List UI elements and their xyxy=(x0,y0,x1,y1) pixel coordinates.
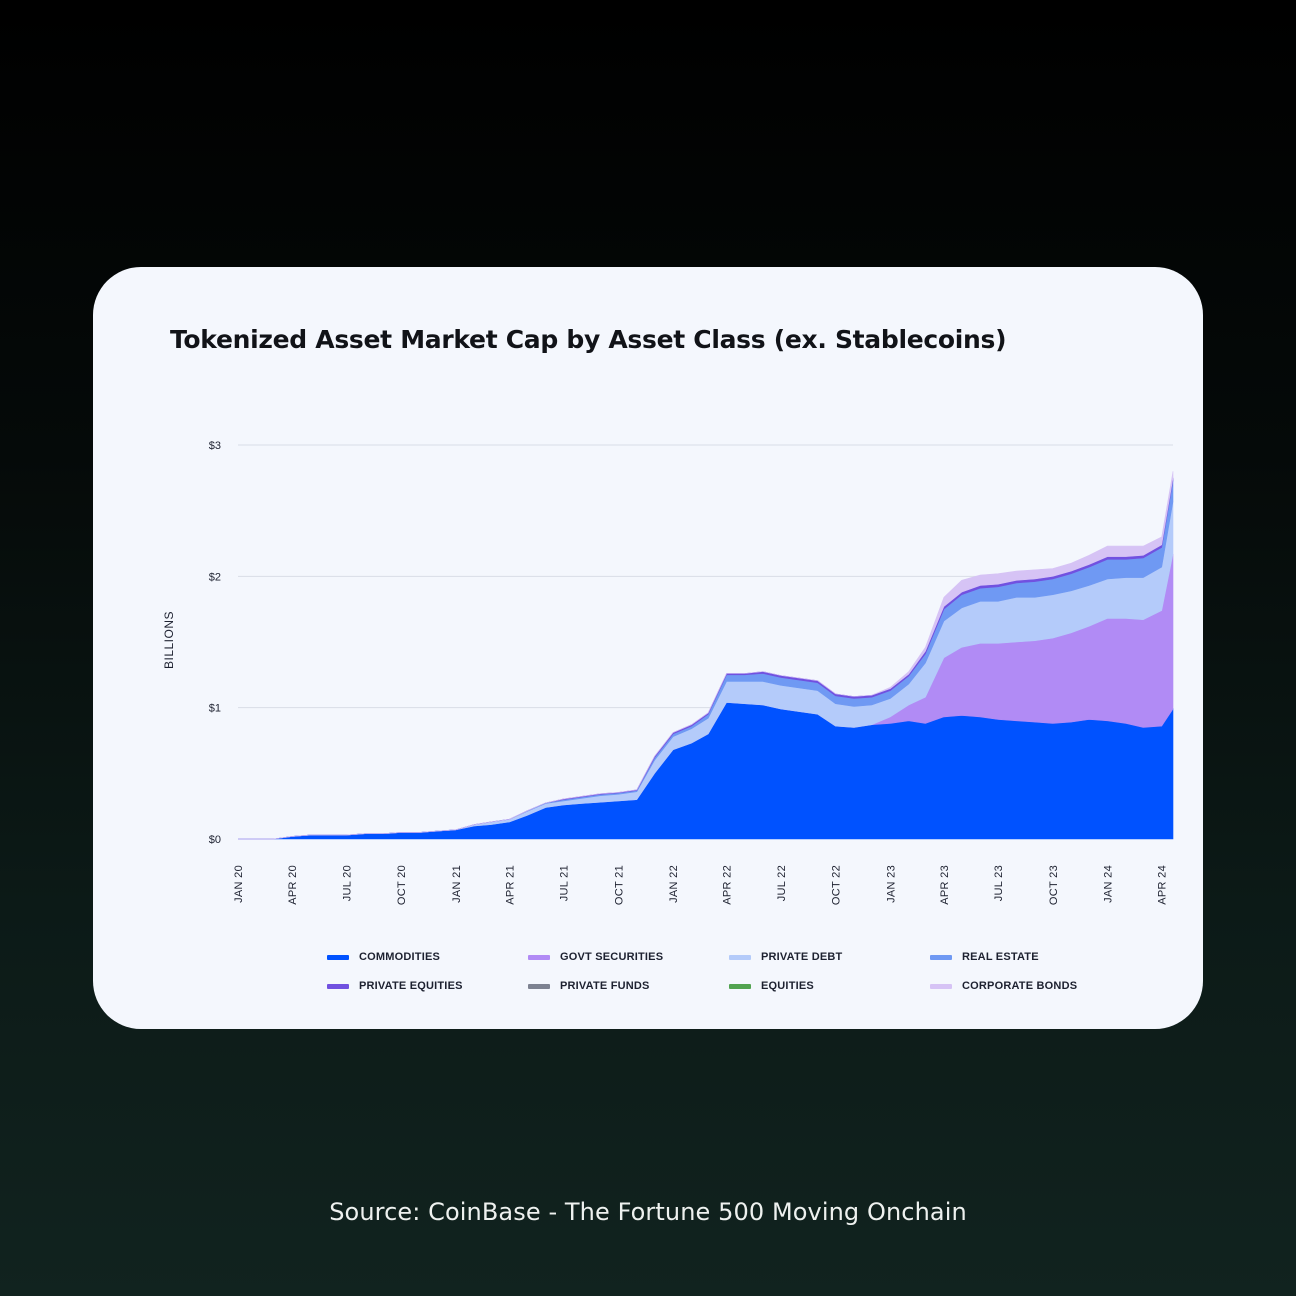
legend-item: REAL ESTATE xyxy=(930,951,1039,963)
chart-card: Tokenized Asset Market Cap by Asset Clas… xyxy=(93,267,1203,1029)
stacked-areas xyxy=(238,471,1174,840)
x-tick-label: JUL 21 xyxy=(559,865,571,901)
x-tick-label: APR 24 xyxy=(1157,865,1169,905)
x-tick-label: JAN 22 xyxy=(668,865,680,903)
legend-label: EQUITIES xyxy=(761,980,814,992)
y-axis-label: BILLIONS xyxy=(162,611,176,669)
legend-swatch xyxy=(930,983,952,989)
legend-swatch xyxy=(930,954,952,960)
x-tick-label: JUL 23 xyxy=(993,865,1005,901)
x-tick-label: JUL 22 xyxy=(776,865,788,901)
x-tick-label: OCT 21 xyxy=(613,865,625,905)
y-tick-label: $0 xyxy=(209,834,221,846)
x-tick-label: APR 23 xyxy=(939,865,951,905)
legend-item: PRIVATE FUNDS xyxy=(528,980,650,992)
legend-item: PRIVATE EQUITIES xyxy=(327,980,463,992)
legend-swatch xyxy=(729,983,751,989)
x-tick-label: JAN 23 xyxy=(885,865,897,903)
legend-label: PRIVATE EQUITIES xyxy=(359,980,463,992)
x-tick-label: JUL 20 xyxy=(341,865,353,901)
legend-label: GOVT SECURITIES xyxy=(560,951,664,963)
x-tick-label: APR 21 xyxy=(504,865,516,905)
x-tick-label: JAN 24 xyxy=(1103,865,1115,903)
y-tick-label: $3 xyxy=(209,440,221,452)
legend-label: PRIVATE FUNDS xyxy=(560,980,650,992)
legend-swatch xyxy=(528,983,550,989)
x-tick-label: OCT 22 xyxy=(831,865,843,905)
source-caption: Source: CoinBase - The Fortune 500 Movin… xyxy=(329,1198,967,1226)
legend-item: GOVT SECURITIES xyxy=(528,951,663,963)
y-axis-ticks: $0 $1 $2 $3 xyxy=(209,440,221,846)
legend-swatch xyxy=(729,954,751,960)
x-tick-label: JAN 20 xyxy=(233,865,245,903)
series-area-corporate-bonds xyxy=(238,471,1174,840)
x-tick-label: APR 20 xyxy=(287,865,299,905)
legend-label: CORPORATE BONDS xyxy=(962,980,1078,992)
legend-item: COMMODITIES xyxy=(327,951,440,963)
y-tick-label: $1 xyxy=(209,703,221,715)
x-tick-label: OCT 23 xyxy=(1048,865,1060,905)
x-tick-label: APR 22 xyxy=(722,865,734,905)
legend-item: EQUITIES xyxy=(729,980,814,992)
legend-swatch xyxy=(327,954,349,960)
legend-label: COMMODITIES xyxy=(359,951,441,963)
x-tick-label: OCT 20 xyxy=(396,865,408,905)
chart-svg: $0 $1 $2 $3 JAN 20 APR 20 JUL 20 OCT 20 JAN 21 A… xyxy=(162,440,1174,905)
legend-swatch xyxy=(327,983,349,989)
x-tick-label: JAN 21 xyxy=(451,865,463,903)
y-tick-label: $2 xyxy=(209,571,221,583)
x-axis-ticks: JAN 20 APR 20 JUL 20 OCT 20 JAN 21 APR 21 JUL … xyxy=(233,865,1169,905)
legend-item: PRIVATE DEBT xyxy=(729,951,842,963)
legend-swatch xyxy=(528,954,550,960)
legend-item: CORPORATE BONDS xyxy=(930,980,1077,992)
legend-label: PRIVATE DEBT xyxy=(761,951,843,963)
chart-title: Tokenized Asset Market Cap by Asset Clas… xyxy=(170,325,1007,354)
legend-label: REAL ESTATE xyxy=(962,951,1039,963)
